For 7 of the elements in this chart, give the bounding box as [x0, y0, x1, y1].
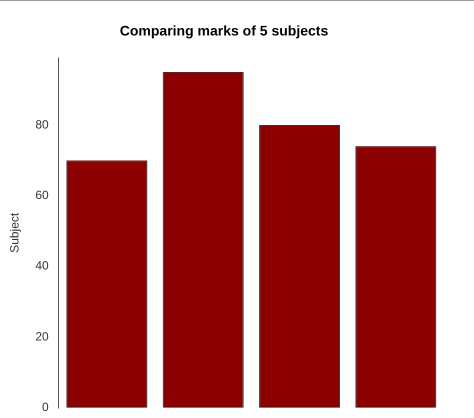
chart-title: Comparing marks of 5 subjects [120, 22, 328, 38]
y-tick-label: 20 [35, 329, 50, 344]
y-tick-label: 60 [35, 188, 50, 202]
y-tick-label: 40 [35, 258, 50, 273]
y-axis-title: Subject [8, 212, 22, 253]
y-tick-label: 0 [42, 400, 50, 414]
y-tick-label: 80 [35, 117, 50, 132]
